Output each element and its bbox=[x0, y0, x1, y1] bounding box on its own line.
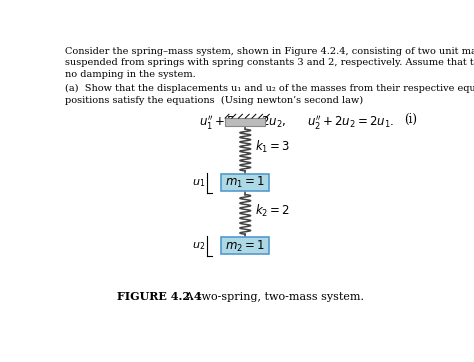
Text: $k_1 = 3$: $k_1 = 3$ bbox=[255, 139, 290, 155]
Text: $u_1$: $u_1$ bbox=[191, 177, 205, 189]
Text: $m_1 = 1$: $m_1 = 1$ bbox=[225, 175, 265, 190]
Text: $u_1'' + 5u_1 = 2u_2,$: $u_1'' + 5u_1 = 2u_2,$ bbox=[199, 113, 286, 131]
Text: $u_2'' + 2u_2 = 2u_1.$: $u_2'' + 2u_2 = 2u_1.$ bbox=[307, 113, 395, 131]
Text: (i): (i) bbox=[404, 113, 417, 126]
Text: FIGURE 4.2.4: FIGURE 4.2.4 bbox=[118, 291, 202, 302]
Bar bbox=[225, 118, 265, 126]
Bar bbox=[221, 174, 269, 191]
Text: $m_2 = 1$: $m_2 = 1$ bbox=[225, 239, 265, 253]
Bar bbox=[221, 237, 269, 254]
Text: $k_2 = 2$: $k_2 = 2$ bbox=[255, 203, 290, 219]
Text: (a)  Show that the displacements u₁ and u₂ of the masses from their respective e: (a) Show that the displacements u₁ and u… bbox=[64, 84, 474, 105]
Text: $u_2$: $u_2$ bbox=[192, 240, 205, 252]
Text: Consider the spring–mass system, shown in Figure 4.2.4, consisting of two unit m: Consider the spring–mass system, shown i… bbox=[64, 47, 474, 79]
Text: A two-spring, two-mass system.: A two-spring, two-mass system. bbox=[175, 292, 364, 302]
